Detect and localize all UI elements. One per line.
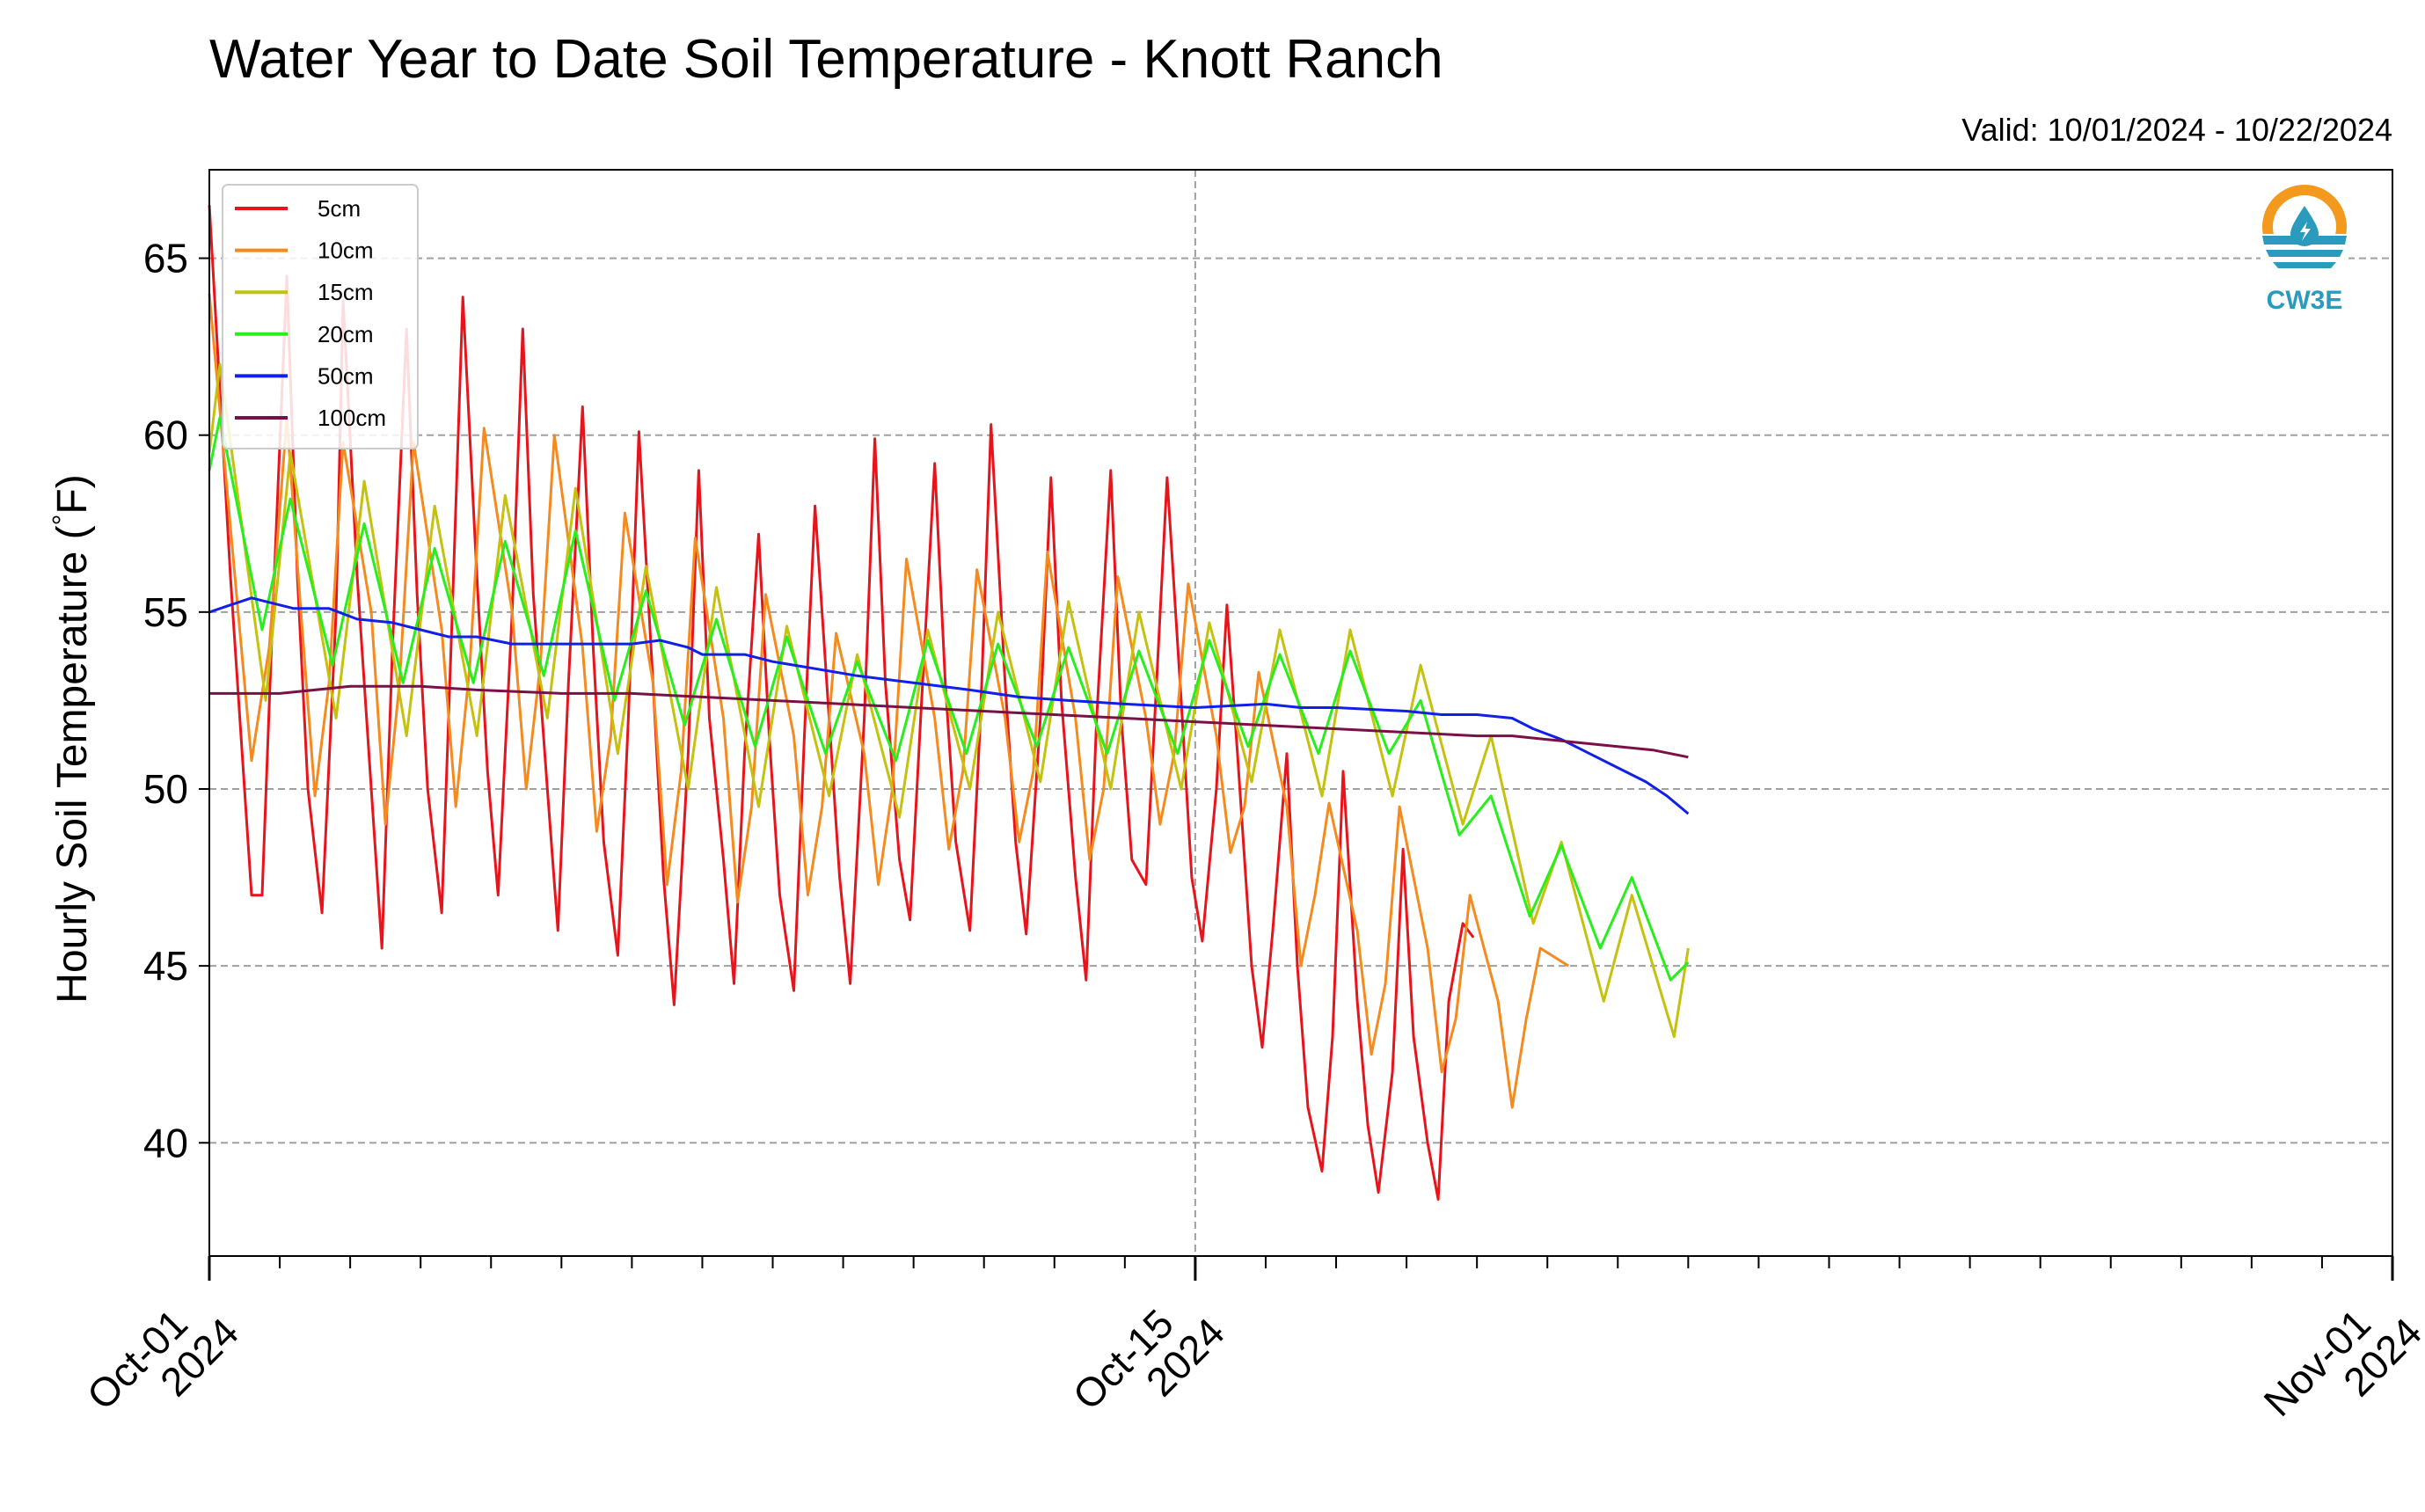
- logo-text: CW3E: [2267, 286, 2343, 315]
- series-line-20cm: [208, 416, 1690, 982]
- x-tick-label: Nov-012024: [2254, 1279, 2425, 1455]
- valid-date-range: Valid: 10/01/2024 - 10/22/2024: [1961, 112, 2392, 148]
- series-line-100cm: [209, 684, 1689, 759]
- legend-label-5cm: 5cm: [318, 195, 361, 222]
- cw3e-logo: CW3E: [2261, 185, 2348, 315]
- y-axis-label-unit: F): [49, 474, 96, 514]
- legend-label-100cm: 100cm: [318, 405, 386, 431]
- y-tick-label: 55: [143, 589, 188, 635]
- legend-label-50cm: 50cm: [318, 362, 374, 389]
- y-tick-label: 40: [143, 1120, 188, 1165]
- legend-label-20cm: 20cm: [318, 321, 374, 347]
- y-tick-label: 65: [143, 236, 188, 281]
- water-drop-logo-icon: [2261, 185, 2348, 273]
- y-axis-label-degree: °: [47, 515, 78, 526]
- y-tick-label: 50: [143, 766, 188, 812]
- series-lines: [208, 205, 1690, 1202]
- chart-title: Water Year to Date Soil Temperature - Kn…: [209, 29, 1443, 90]
- y-tick-label: 45: [143, 943, 188, 989]
- plot-frame: [208, 169, 2393, 1257]
- legend-label-10cm: 10cm: [318, 237, 374, 264]
- series-line-5cm: [208, 205, 1475, 1202]
- y-tick-label: 60: [143, 413, 188, 458]
- y-axis-label: Hourly Soil Temperature (°F): [47, 474, 96, 1003]
- legend: 5cm 10cm 15cm 20cm 50cm 100cm: [222, 184, 419, 449]
- y-axis-label-main: Hourly Soil Temperature (: [49, 525, 96, 1003]
- series-line-50cm: [208, 596, 1690, 815]
- x-tick-label: Oct-012024: [78, 1279, 247, 1448]
- x-tick-label: Oct-152024: [1064, 1279, 1233, 1448]
- legend-label-15cm: 15cm: [318, 279, 374, 305]
